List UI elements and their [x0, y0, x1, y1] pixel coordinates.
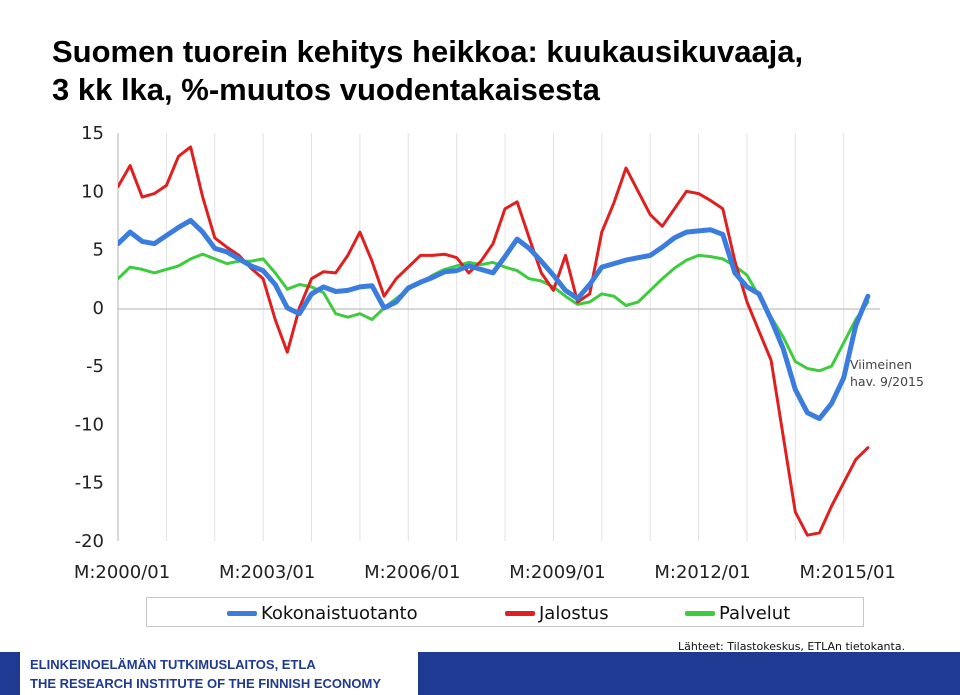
- y-tick-label: -20: [75, 531, 104, 552]
- legend-label-kokonaistuotanto: Kokonaistuotanto: [261, 602, 418, 624]
- legend-swatch-jalostus: [505, 610, 535, 616]
- legend-swatch-palvelut: [685, 610, 715, 616]
- footer-accent-band: [0, 652, 20, 695]
- x-tick-label: M:2006/01: [364, 562, 460, 583]
- chart-series: [118, 145, 871, 537]
- x-tick-label: M:2009/01: [509, 562, 605, 583]
- y-tick-label: -15: [75, 473, 104, 494]
- x-tick-label: M:2012/01: [654, 562, 750, 583]
- chart-grid: [117, 133, 845, 541]
- footer-org-finnish: ELINKEINOELÄMÄN TUTKIMUSLAITOS, ETLA: [30, 657, 316, 672]
- footer: ELINKEINOELÄMÄN TUTKIMUSLAITOS, ETLA THE…: [0, 652, 960, 695]
- y-tick-label: 10: [81, 181, 104, 202]
- series-line-jalostus: [118, 145, 870, 537]
- chart-title-line-2: 3 kk lka, %-muutos vuodentakaisesta: [52, 72, 600, 107]
- footer-org-english: THE RESEARCH INSTITUTE OF THE FINNISH EC…: [30, 676, 382, 691]
- x-tick-label: M:2003/01: [219, 562, 315, 583]
- annotation-line-2: hav. 9/2015: [850, 374, 924, 389]
- legend-label-palvelut: Palvelut: [719, 602, 791, 624]
- x-tick-label: M:2015/01: [800, 562, 896, 583]
- y-tick-label: 0: [93, 298, 104, 319]
- legend-item-palvelut: Palvelut: [685, 600, 790, 626]
- chart-title-line-1: Suomen tuorein kehitys heikkoa: kuukausi…: [52, 34, 804, 69]
- x-axis-ticks: M:2000/01 M:2003/01 M:2006/01 M:2009/01 M:20…: [74, 562, 896, 583]
- y-tick-label: 5: [93, 240, 104, 261]
- legend-item-jalostus: Jalostus: [505, 600, 609, 626]
- y-axis-ticks: 15 10 5 0 -5 -10 -15 -20: [75, 123, 104, 552]
- legend-item-kokonaistuotanto: Kokonaistuotanto: [227, 600, 418, 626]
- legend-label-jalostus: Jalostus: [539, 602, 609, 624]
- footer-organization: ELINKEINOELÄMÄN TUTKIMUSLAITOS, ETLA THE…: [30, 655, 381, 693]
- source-note: Lähteet: Tilastokeskus, ETLAn tietokanta…: [676, 640, 908, 653]
- y-tick-label: 15: [81, 123, 104, 144]
- chart-title: Suomen tuorein kehitys heikkoa: kuukausi…: [52, 33, 932, 109]
- chart-legend: Kokonaistuotanto Jalostus Palvelut: [146, 597, 864, 627]
- y-tick-label: -10: [75, 414, 104, 435]
- series-line-kokonaistuotanto: [118, 217, 871, 422]
- y-tick-label: -5: [86, 356, 104, 377]
- footer-left-panel: ELINKEINOELÄMÄN TUTKIMUSLAITOS, ETLA THE…: [0, 652, 418, 695]
- legend-swatch-kokonaistuotanto: [227, 610, 257, 616]
- footer-blue-panel: [418, 652, 960, 695]
- chart-axes: [117, 133, 880, 541]
- x-tick-label: M:2000/01: [74, 562, 170, 583]
- annotation-line-1: Viimeinen: [850, 357, 912, 372]
